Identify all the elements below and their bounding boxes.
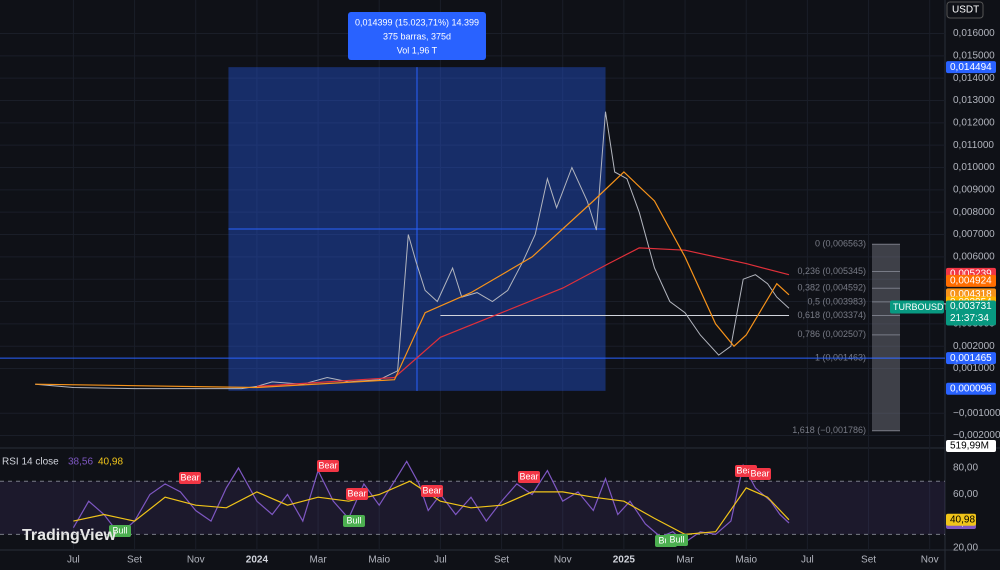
signal-badge — [421, 485, 443, 497]
symbol-name: TURBOUSDT — [893, 302, 950, 312]
signal-badge — [179, 472, 201, 484]
x-tick-label: Jul — [801, 555, 814, 566]
fib-label: 0 (0,006563) — [815, 239, 866, 249]
signal-label: Bear — [736, 465, 755, 475]
fib-label: 0,236 (0,005345) — [797, 266, 866, 276]
volume-tag — [946, 440, 996, 452]
rsi-tick-label: 80,00 — [953, 463, 978, 474]
y-tick-label: 0,002000 — [953, 341, 995, 352]
signal-label: Bear — [519, 471, 538, 481]
symbol-price-tag — [946, 300, 996, 326]
x-tick-label: Nov — [921, 555, 939, 566]
signal-badge — [749, 468, 771, 480]
price-line — [256, 247, 790, 387]
price-tag-label: 0,001465 — [950, 353, 992, 364]
rsi-title: RSI 14 close — [2, 457, 59, 468]
y-tick-label: 0,009000 — [953, 184, 995, 195]
currency: USDT — [952, 5, 979, 16]
price-tag — [946, 61, 996, 74]
fib-label: 1 (0,001463) — [815, 353, 866, 363]
volume-label: 519,99M — [950, 441, 989, 452]
countdown: 21:37:34 — [950, 313, 989, 324]
y-tick-label: 0,007000 — [953, 229, 995, 240]
price-tag-label: 0,004924 — [950, 276, 992, 287]
signal-label: Bear — [347, 488, 366, 498]
fib-label: 0,618 (0,003374) — [797, 310, 866, 320]
rsi-tick-label: 20,00 — [953, 542, 978, 553]
fib-label: 0,5 (0,003983) — [807, 296, 866, 306]
signal-badge — [343, 515, 365, 527]
symbol-price: 0,003731 — [950, 301, 992, 312]
y-tick-label: 0,012000 — [953, 117, 995, 128]
y-tick-label: 0,013000 — [953, 95, 995, 106]
price-tag-label: 0,014494 — [950, 62, 992, 73]
signal-label: Bull — [669, 534, 684, 544]
rsi-tag — [946, 513, 976, 526]
x-tick-label: Maio — [735, 555, 757, 566]
price-line — [35, 111, 790, 390]
signal-label: Bear — [750, 468, 769, 478]
x-tick-label: Nov — [554, 555, 572, 566]
price-line — [35, 171, 790, 389]
y-tick-label: 0,006000 — [953, 251, 995, 262]
fib-box — [872, 244, 900, 431]
measure-text: Vol 1,96 T — [397, 45, 438, 55]
signal-label: Bear — [318, 460, 337, 470]
signal-badge — [518, 471, 540, 483]
currency-button[interactable] — [946, 1, 984, 19]
measure-text: 375 barras, 375d — [383, 31, 451, 41]
y-tick-label: 0,014000 — [953, 73, 995, 84]
y-tick-label: −0,002000 — [953, 430, 1000, 441]
fib-label: 0,786 (0,002507) — [797, 329, 866, 339]
price-tag — [946, 274, 996, 287]
signal-label: Bear — [422, 485, 441, 495]
y-tick-label: 0,016000 — [953, 28, 995, 39]
y-tick-label: 0,015000 — [953, 50, 995, 61]
signal-badge — [109, 525, 131, 537]
y-tick-label: 0,011000 — [953, 140, 994, 151]
x-tick-label: Set — [127, 555, 142, 566]
price-tag — [946, 382, 996, 395]
rsi-header-value: 40,98 — [98, 457, 123, 468]
y-tick-label: 0,008000 — [953, 207, 995, 218]
x-tick-label: Maio — [368, 555, 390, 566]
rsi-header-value: 38,56 — [68, 457, 93, 468]
watermark: TradingView — [22, 527, 117, 544]
price-tag-label: 0,004318 — [950, 289, 992, 300]
rsi-tick-label: 60,00 — [953, 489, 978, 500]
price-tag — [946, 352, 996, 365]
fib-label: 1,618 (−0,001786) — [792, 425, 866, 435]
rsi-tag-label: 40,98 — [950, 514, 975, 525]
price-tag-label: 0,005239 — [950, 268, 992, 279]
x-tick-label: Jul — [67, 555, 80, 566]
signal-label: Bull — [346, 515, 361, 525]
symbol-tag — [890, 300, 944, 314]
signal-badge — [317, 460, 339, 472]
x-tick-label: Nov — [187, 555, 205, 566]
x-tick-label: Set — [494, 555, 509, 566]
signal-badge — [346, 488, 368, 500]
measure-text: 0,014399 (15.023,71%) 14.399 — [355, 17, 479, 27]
measure-tooltip — [347, 12, 486, 60]
x-tick-label: Set — [861, 555, 876, 566]
x-tick-label: Mar — [309, 555, 327, 566]
y-tick-label: −0,001000 — [953, 408, 1000, 419]
signal-label: Bear — [180, 472, 199, 482]
x-tick-label: 2024 — [246, 555, 269, 566]
x-tick-label: 2025 — [613, 555, 636, 566]
y-tick-label: 0,001000 — [953, 363, 995, 374]
signal-label: Bull — [112, 525, 127, 535]
x-tick-label: Mar — [676, 555, 694, 566]
x-tick-label: Jul — [434, 555, 447, 566]
y-tick-label: 0,010000 — [953, 162, 995, 173]
price-tag-label: 0,000096 — [950, 383, 992, 394]
signal-badge — [666, 534, 688, 546]
fib-label: 0,382 (0,004592) — [797, 283, 866, 293]
